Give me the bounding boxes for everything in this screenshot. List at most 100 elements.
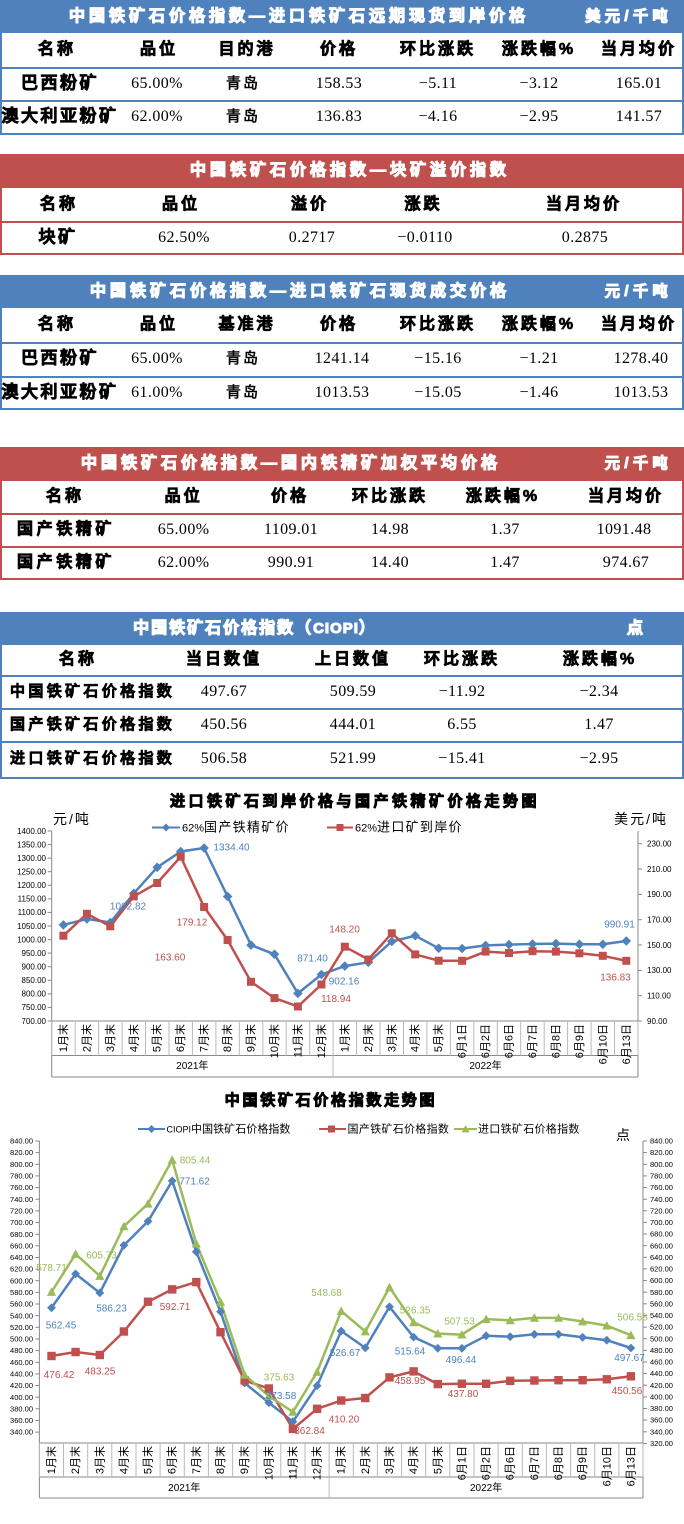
svg-text:6月1日: 6月1日 — [456, 1446, 468, 1480]
svg-text:771.62: 771.62 — [179, 1177, 210, 1188]
svg-text:360.00: 360.00 — [10, 1416, 33, 1425]
svg-text:136.83: 136.83 — [600, 973, 631, 984]
svg-text:440.00: 440.00 — [650, 1369, 673, 1378]
svg-text:506.58: 506.58 — [617, 1313, 648, 1324]
svg-text:320.00: 320.00 — [650, 1439, 673, 1448]
svg-text:230.00: 230.00 — [647, 840, 672, 849]
svg-text:3月末: 3月末 — [92, 1446, 106, 1474]
svg-text:800.00: 800.00 — [22, 990, 47, 999]
svg-text:500.00: 500.00 — [650, 1334, 673, 1343]
svg-text:90.00: 90.00 — [647, 1017, 668, 1026]
svg-text:820.00: 820.00 — [10, 1148, 33, 1157]
svg-text:562.45: 562.45 — [46, 1321, 77, 1332]
svg-text:640.00: 640.00 — [650, 1253, 673, 1262]
svg-text:340.00: 340.00 — [650, 1427, 673, 1436]
svg-text:560.00: 560.00 — [650, 1299, 673, 1308]
svg-text:6月13日: 6月13日 — [621, 1024, 633, 1064]
svg-text:1100.00: 1100.00 — [18, 908, 47, 917]
svg-text:520.00: 520.00 — [650, 1323, 673, 1332]
svg-text:4月末: 4月末 — [126, 1024, 140, 1052]
svg-text:410.20: 410.20 — [329, 1415, 360, 1426]
svg-text:480.00: 480.00 — [650, 1346, 673, 1355]
svg-text:7月末: 7月末 — [189, 1446, 203, 1474]
svg-text:元/吨: 元/吨 — [53, 811, 91, 827]
svg-text:2021年: 2021年 — [176, 1059, 208, 1072]
svg-text:3月末: 3月末 — [103, 1024, 117, 1052]
svg-text:800.00: 800.00 — [10, 1160, 33, 1169]
svg-text:840.00: 840.00 — [650, 1137, 673, 1146]
svg-text:871.40: 871.40 — [297, 954, 328, 965]
svg-text:373.58: 373.58 — [266, 1391, 297, 1402]
svg-text:6月末: 6月末 — [165, 1446, 179, 1474]
svg-text:1月末: 1月末 — [337, 1024, 351, 1052]
svg-text:840.00: 840.00 — [10, 1137, 33, 1146]
svg-text:420.00: 420.00 — [650, 1381, 673, 1390]
svg-text:10月末: 10月末 — [261, 1446, 275, 1480]
svg-text:750.00: 750.00 — [22, 1003, 47, 1012]
svg-text:990.91: 990.91 — [604, 920, 635, 931]
svg-text:3月末: 3月末 — [382, 1446, 396, 1474]
svg-text:548.68: 548.68 — [311, 1288, 342, 1299]
svg-text:4月末: 4月末 — [408, 1024, 422, 1052]
svg-text:458.95: 458.95 — [395, 1376, 426, 1387]
svg-text:600.00: 600.00 — [650, 1276, 673, 1285]
svg-text:5月末: 5月末 — [141, 1446, 155, 1474]
svg-text:640.00: 640.00 — [10, 1253, 33, 1262]
svg-text:820.00: 820.00 — [650, 1148, 673, 1157]
svg-text:660.00: 660.00 — [650, 1241, 673, 1250]
svg-text:680.00: 680.00 — [650, 1230, 673, 1239]
svg-text:720.00: 720.00 — [10, 1207, 33, 1216]
svg-text:3月末: 3月末 — [384, 1024, 398, 1052]
svg-text:902.16: 902.16 — [329, 977, 360, 988]
svg-text:437.80: 437.80 — [448, 1389, 479, 1400]
svg-text:700.00: 700.00 — [22, 1017, 47, 1026]
svg-text:480.00: 480.00 — [10, 1346, 33, 1355]
svg-text:460.00: 460.00 — [10, 1358, 33, 1367]
svg-text:600.00: 600.00 — [10, 1276, 33, 1285]
svg-text:118.94: 118.94 — [321, 994, 351, 1005]
svg-text:5月末: 5月末 — [430, 1446, 444, 1474]
svg-text:1300.00: 1300.00 — [17, 854, 46, 863]
svg-text:507.53: 507.53 — [444, 1317, 475, 1328]
svg-text:150.00: 150.00 — [647, 941, 672, 950]
svg-text:580.00: 580.00 — [650, 1288, 673, 1297]
svg-text:420.00: 420.00 — [10, 1381, 33, 1390]
svg-text:6月7日: 6月7日 — [529, 1446, 541, 1480]
svg-text:540.00: 540.00 — [650, 1311, 673, 1320]
svg-text:2022年: 2022年 — [469, 1059, 501, 1072]
svg-text:700.00: 700.00 — [650, 1218, 673, 1227]
svg-text:586.23: 586.23 — [96, 1304, 127, 1315]
svg-text:62%进口矿到岸价: 62%进口矿到岸价 — [355, 820, 463, 835]
svg-text:400.00: 400.00 — [10, 1393, 33, 1402]
svg-text:1月末: 1月末 — [44, 1446, 58, 1474]
svg-text:7月末: 7月末 — [197, 1024, 211, 1052]
svg-text:497.67: 497.67 — [614, 1353, 645, 1364]
svg-text:620.00: 620.00 — [650, 1265, 673, 1274]
svg-text:110.00: 110.00 — [647, 992, 671, 1001]
svg-text:850.00: 850.00 — [22, 976, 47, 985]
svg-text:2月末: 2月末 — [361, 1024, 375, 1052]
svg-text:5月末: 5月末 — [431, 1024, 445, 1052]
svg-text:780.00: 780.00 — [10, 1172, 33, 1181]
svg-text:578.71: 578.71 — [36, 1263, 67, 1274]
svg-text:进口铁矿石价格指数: 进口铁矿石价格指数 — [478, 1122, 580, 1136]
svg-text:1334.40: 1334.40 — [213, 843, 250, 854]
svg-text:605.73: 605.73 — [86, 1251, 117, 1262]
svg-text:2022年: 2022年 — [470, 1481, 502, 1494]
svg-text:740.00: 740.00 — [650, 1195, 673, 1204]
svg-text:496.44: 496.44 — [446, 1355, 477, 1366]
svg-text:620.00: 620.00 — [10, 1265, 33, 1274]
svg-text:8月末: 8月末 — [213, 1446, 227, 1474]
svg-text:210.00: 210.00 — [647, 865, 672, 874]
svg-text:6月9日: 6月9日 — [574, 1024, 586, 1058]
svg-text:362.84: 362.84 — [294, 1426, 325, 1437]
svg-text:950.00: 950.00 — [22, 949, 47, 958]
svg-text:6月7日: 6月7日 — [527, 1024, 539, 1058]
svg-text:9月末: 9月末 — [244, 1024, 258, 1052]
svg-text:340.00: 340.00 — [10, 1428, 33, 1437]
svg-text:6月2日: 6月2日 — [481, 1446, 493, 1480]
svg-text:526.67: 526.67 — [330, 1348, 361, 1359]
svg-text:805.44: 805.44 — [180, 1156, 211, 1167]
svg-text:540.00: 540.00 — [10, 1311, 33, 1320]
svg-text:6月8日: 6月8日 — [553, 1446, 565, 1480]
